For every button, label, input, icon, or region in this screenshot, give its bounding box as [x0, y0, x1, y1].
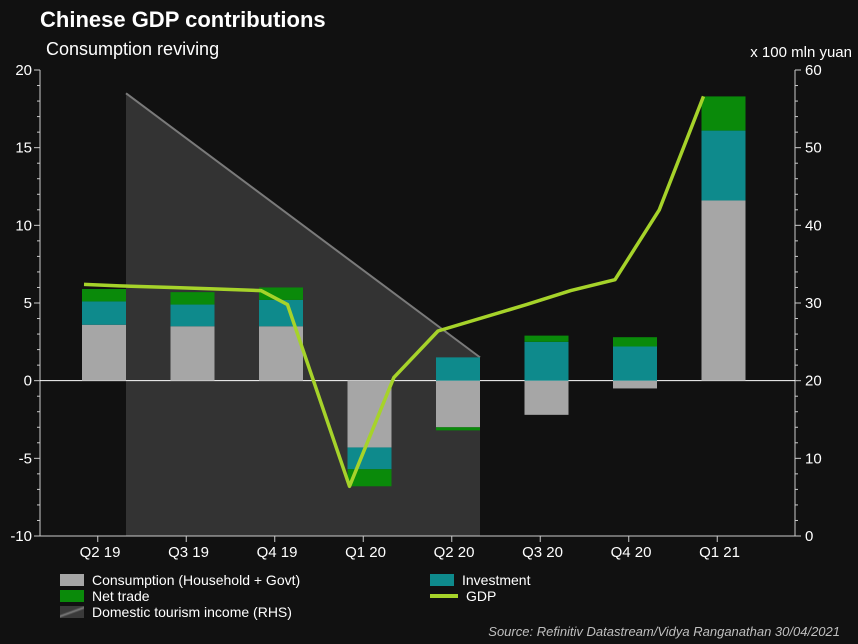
right-tick-label: 40 [805, 217, 822, 234]
legend-investment: Investment [430, 572, 530, 588]
category-label: Q1 20 [345, 544, 386, 561]
legend-consumption: Consumption (Household + Govt) [60, 572, 300, 588]
gdp-line [83, 95, 706, 489]
bar-net-trade [82, 289, 126, 302]
bar-investment [347, 447, 392, 470]
category-label: Q3 19 [168, 544, 209, 561]
legend-investment-swatch [430, 574, 454, 586]
category-label: Q2 19 [80, 544, 121, 561]
right-tick-label: 10 [805, 450, 822, 467]
legend-tourism-label: Domestic tourism income (RHS) [92, 604, 292, 620]
axes-layer [34, 69, 801, 542]
category-label: Q3 20 [522, 544, 563, 561]
right-axis-unit: x 100 mln yuan [750, 44, 852, 61]
bar-investment [436, 357, 480, 381]
bar-net-trade [701, 96, 746, 131]
legend-tourism: Domestic tourism income (RHS) [60, 604, 292, 620]
legend-gdp-swatch [430, 594, 458, 598]
category-label: Q4 19 [257, 544, 298, 561]
bar-investment [259, 299, 303, 327]
category-label: Q1 21 [699, 544, 740, 561]
bar-net-trade [170, 292, 215, 305]
right-tick-label: 0 [805, 528, 813, 545]
bar-net-trade [347, 469, 392, 487]
right-tick-label: 60 [805, 62, 822, 79]
bars-layer [82, 96, 746, 487]
tourism-line [125, 92, 481, 359]
bar-consumption [170, 326, 215, 381]
bar-investment [613, 346, 657, 381]
legend-consumption-swatch [60, 574, 84, 586]
right-tick-label: 20 [805, 373, 822, 390]
bar-consumption [259, 326, 303, 381]
bar-consumption [82, 324, 126, 381]
bar-investment [82, 301, 126, 325]
bar-consumption [524, 380, 569, 415]
bar-consumption [701, 200, 746, 381]
bar-investment [170, 304, 215, 327]
legend-investment-label: Investment [462, 572, 531, 588]
bar-net-trade [436, 427, 480, 431]
left-tick-label: -10 [10, 528, 32, 545]
legend-gdp: GDP [430, 588, 496, 604]
bar-consumption [436, 380, 480, 428]
bar-consumption [613, 380, 657, 389]
bar-net-trade [524, 335, 569, 342]
chart-title: Chinese GDP contributions [40, 7, 326, 32]
legend-consumption-label: Consumption (Household + Govt) [92, 572, 301, 588]
bar-investment [701, 130, 746, 201]
left-tick-label: 20 [15, 62, 32, 79]
legend-gdp-label: GDP [466, 588, 497, 604]
legend-net-trade-swatch [60, 590, 84, 602]
right-tick-label: 30 [805, 295, 822, 312]
source-note: Source: Refinitiv Datastream/Vidya Ranga… [488, 624, 840, 639]
legend-net-trade: Net trade [60, 588, 150, 604]
left-tick-label: 0 [24, 373, 32, 390]
chart-subtitle: Consumption reviving [46, 39, 220, 59]
left-tick-label: 15 [15, 140, 32, 157]
category-label: Q2 20 [434, 544, 475, 561]
left-tick-label: -5 [19, 450, 32, 467]
right-tick-label: 50 [805, 140, 822, 157]
tick-labels-layer: -10 -5 0 5 10 15 20 0 10 20 30 40 50 60 Q2 19 Q3 19 Q4 1… [10, 62, 821, 561]
legend-tourism-swatch [60, 606, 84, 618]
legend-net-trade-label: Net trade [92, 588, 150, 604]
left-tick-label: 5 [24, 295, 32, 312]
category-label: Q4 20 [611, 544, 652, 561]
gdp-line-layer [83, 95, 706, 489]
left-tick-label: 10 [15, 217, 32, 234]
bar-net-trade [613, 337, 657, 347]
bar-investment [524, 341, 569, 381]
